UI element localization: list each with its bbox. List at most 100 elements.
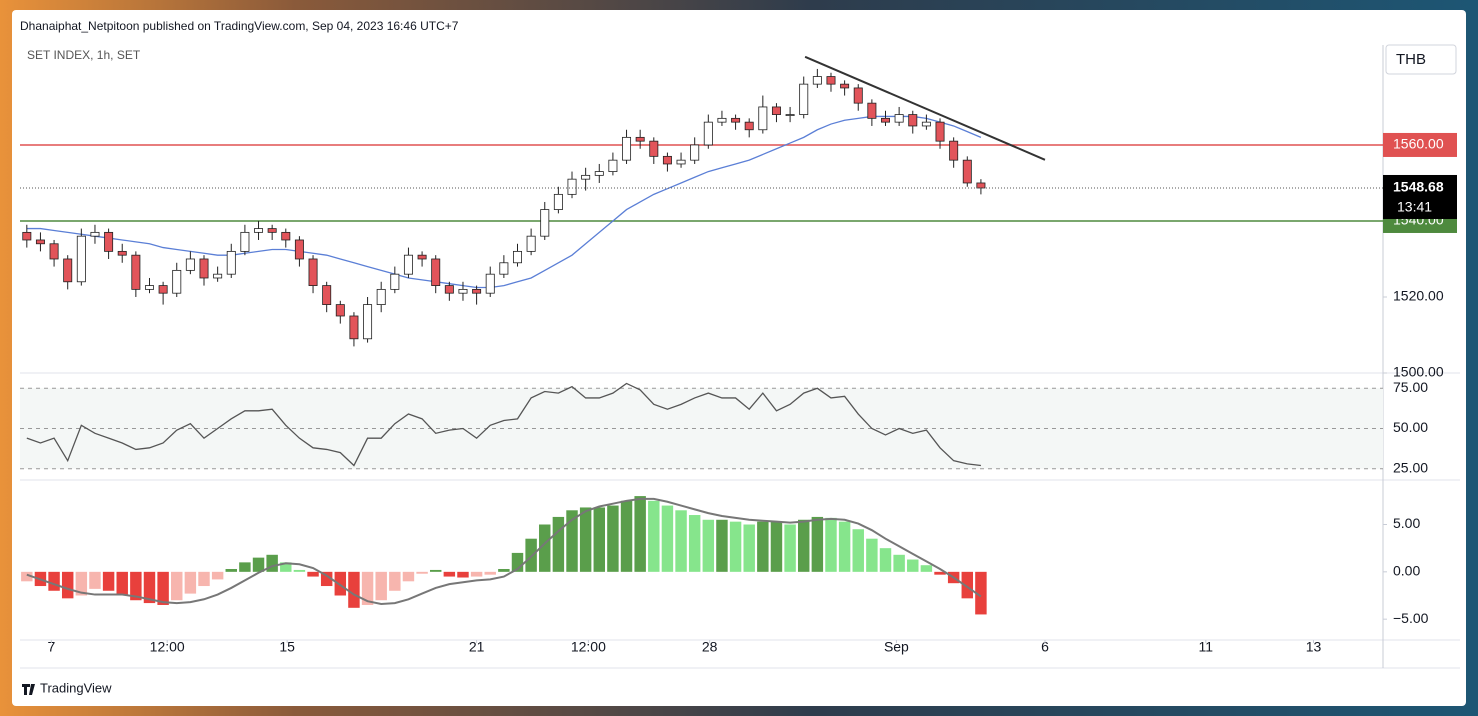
histogram-bar (879, 548, 892, 572)
histogram-bar (266, 554, 278, 572)
candle-body (935, 121, 945, 142)
histogram-bar (975, 571, 987, 615)
candle-body (376, 288, 386, 305)
histogram-bar (866, 538, 878, 572)
histogram-bar (593, 507, 605, 572)
candle-body (63, 258, 73, 283)
histogram-bar (607, 505, 619, 572)
candle-body (553, 193, 563, 210)
histogram-bar (852, 529, 864, 572)
candle-body (567, 178, 577, 195)
histogram-bar (511, 552, 524, 572)
chart-title: SET INDEX, 1h, SET (27, 48, 141, 62)
countdown: 13:41 (1397, 199, 1432, 215)
histogram-bar (920, 565, 933, 572)
histogram-bar (130, 571, 142, 601)
moving-average (26, 115, 982, 289)
histogram-bar (579, 507, 592, 572)
histogram-bar (143, 571, 156, 604)
candle-body (485, 273, 495, 294)
candle-body (349, 315, 359, 340)
histogram-bar (48, 571, 60, 591)
candle-body (185, 258, 195, 271)
candle-body (294, 239, 304, 260)
candle-body (785, 114, 795, 116)
histogram-bar (811, 516, 824, 572)
candle-body (363, 304, 373, 340)
candle-body (226, 250, 236, 275)
histogram-bar (361, 571, 374, 605)
histogram-bar (198, 571, 210, 587)
histogram-bar (102, 571, 115, 591)
candle-body (513, 250, 522, 264)
candle-body (308, 258, 318, 286)
candle-body (662, 155, 672, 165)
y-tick-label: 0.00 (1393, 563, 1420, 579)
y-tick-label: 1500.00 (1393, 364, 1444, 380)
candle-body (49, 243, 59, 260)
header: Dhanaiphat_Netpitoon published on Tradin… (20, 19, 459, 33)
histogram-bar (838, 521, 851, 572)
candle-body (853, 87, 863, 104)
last-price: 1548.68 (1393, 179, 1444, 195)
histogram-bar (252, 557, 265, 572)
candle-body (172, 269, 182, 294)
histogram-bar (416, 571, 428, 574)
candle-body (622, 136, 632, 161)
brand: TradingView (40, 680, 112, 695)
histogram-bar (907, 559, 919, 572)
candle-body (717, 117, 727, 123)
histogram-bar (21, 571, 33, 582)
last-price-box (1383, 174, 1457, 219)
x-tick-label: 15 (279, 639, 295, 655)
histogram-bar (825, 517, 837, 572)
candle-body (608, 159, 618, 172)
candle-body (908, 114, 918, 127)
histogram-bar (620, 500, 633, 572)
x-tick-label: 28 (702, 639, 718, 655)
currency[interactable]: THB (1396, 51, 1426, 68)
candle-body (731, 117, 741, 123)
histogram-bar (429, 569, 442, 572)
logo (22, 684, 35, 695)
histogram-bar (320, 571, 333, 587)
histogram-bar (470, 571, 483, 577)
candle-body (199, 258, 209, 279)
histogram-bar (89, 571, 101, 589)
candle-body (417, 254, 427, 260)
histogram-bar (116, 571, 128, 596)
candle-body (444, 285, 454, 294)
x-tick-label: 12:00 (150, 639, 185, 655)
y-tick-label: 25.00 (1393, 459, 1428, 475)
histogram-bar (757, 521, 769, 572)
histogram-bar (675, 510, 687, 572)
y-tick-label: −5.00 (1393, 610, 1429, 626)
histogram-bar (280, 562, 292, 572)
histogram-bar (389, 571, 401, 591)
histogram-bar (525, 538, 537, 572)
candle-body (976, 182, 986, 189)
candle-body (22, 231, 32, 241)
candle-body (431, 258, 441, 286)
candle-body (240, 231, 250, 252)
rsi-line (26, 382, 981, 467)
candle-body (144, 285, 154, 290)
histogram-bar (61, 571, 74, 599)
candle-body (267, 228, 277, 233)
candle-body (540, 209, 550, 237)
histogram-bar (457, 571, 469, 578)
candle-body (526, 235, 536, 252)
candle-body (676, 159, 686, 165)
histogram-bar (634, 496, 646, 572)
histogram-bar (171, 571, 183, 601)
candle-body (594, 171, 604, 176)
candle-body (35, 239, 45, 245)
candle-body (281, 231, 291, 241)
histogram-bar (402, 571, 415, 582)
histogram-bar (211, 571, 224, 580)
currency-box[interactable] (1385, 44, 1457, 75)
histogram-bar (893, 554, 905, 572)
x-tick-label: 13 (1306, 639, 1322, 655)
candle-body (744, 121, 754, 131)
